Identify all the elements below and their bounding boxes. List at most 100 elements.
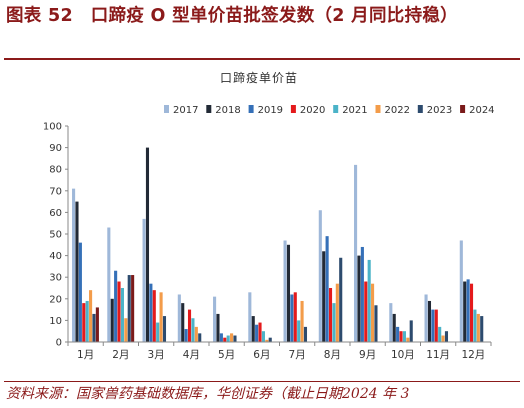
bar-2017-5月 <box>213 296 217 342</box>
y-tick-label: 100 <box>43 122 62 133</box>
bar-2017-9月 <box>354 164 358 342</box>
bar-2019-12月 <box>466 279 470 342</box>
x-tick-label: 2月 <box>112 349 129 361</box>
bar-2017-12月 <box>459 240 463 342</box>
bar-2022-2月 <box>124 318 128 342</box>
legend-swatch-2023 <box>417 105 423 113</box>
bar-2023-12月 <box>480 316 484 342</box>
bar-2021-9月 <box>367 259 371 342</box>
y-tick-label: 60 <box>49 208 62 219</box>
legend-label-2019: 2019 <box>258 105 283 116</box>
bar-2023-11月 <box>444 331 449 342</box>
bar-2023-7月 <box>303 326 308 342</box>
bar-2020-5月 <box>223 337 227 342</box>
bar-2020-10月 <box>399 331 403 342</box>
bar-2023-3月 <box>162 316 167 342</box>
bar-2023-10月 <box>409 320 413 342</box>
legend-label-2017: 2017 <box>173 105 198 116</box>
legend-label-2020: 2020 <box>300 105 325 116</box>
bar-2024-1月 <box>95 307 99 342</box>
legend-label-2022: 2022 <box>385 105 410 116</box>
y-tick-label: 70 <box>49 186 62 197</box>
bar-2023-2月 <box>127 275 131 342</box>
bar-2022-12月 <box>476 313 480 342</box>
x-tick-label: 7月 <box>289 349 306 361</box>
bar-2022-4月 <box>194 326 198 342</box>
bar-2018-6月 <box>251 316 255 342</box>
bar-2020-11月 <box>434 309 438 342</box>
bar-2017-6月 <box>248 292 252 342</box>
y-tick-label: 80 <box>49 165 62 176</box>
bar-2018-8月 <box>322 251 326 342</box>
legend-label-2021: 2021 <box>342 105 367 116</box>
bar-2020-12月 <box>469 283 474 342</box>
bar-2022-9月 <box>371 283 375 342</box>
bar-2021-2月 <box>120 288 124 342</box>
x-tick-label: 10月 <box>391 349 415 361</box>
bar-2018-2月 <box>110 298 114 342</box>
legend-label-2023: 2023 <box>427 105 452 116</box>
y-tick-label: 40 <box>49 251 62 262</box>
source-rule <box>4 381 520 382</box>
bar-2018-5月 <box>216 313 220 342</box>
bar-2018-12月 <box>463 281 467 342</box>
bar-2022-5月 <box>230 333 234 342</box>
bar-2018-3月 <box>145 147 150 342</box>
bar-2019-3月 <box>149 283 153 342</box>
bar-2019-5月 <box>219 333 223 342</box>
title-rule <box>4 58 520 60</box>
bar-2022-1月 <box>89 290 93 342</box>
bar-2019-6月 <box>255 324 259 342</box>
bar-2021-12月 <box>473 309 477 342</box>
bar-2021-11月 <box>438 326 442 342</box>
bar-2021-8月 <box>332 303 336 342</box>
bar-2020-9月 <box>364 281 368 342</box>
x-tick-label: 8月 <box>324 349 341 361</box>
legend-swatch-2024 <box>460 105 466 113</box>
bar-2020-4月 <box>187 309 192 342</box>
bar-2017-1月 <box>72 188 76 342</box>
bar-2017-7月 <box>283 240 287 342</box>
legend-label-2024: 2024 <box>469 105 494 116</box>
y-tick-label: 90 <box>49 143 62 154</box>
y-tick-label: 30 <box>49 273 62 284</box>
bar-2019-8月 <box>325 236 329 342</box>
bar-2023-4月 <box>198 333 202 342</box>
bar-2019-11月 <box>431 309 435 342</box>
bar-2023-8月 <box>339 257 343 342</box>
bar-2021-6月 <box>261 331 265 342</box>
bar-2018-11月 <box>427 300 432 342</box>
bar-2023-6月 <box>268 337 272 342</box>
bar-2017-10月 <box>389 303 393 342</box>
bar-2020-2月 <box>117 281 121 342</box>
bar-2019-2月 <box>114 270 118 342</box>
x-tick-label: 6月 <box>253 349 270 361</box>
legend-swatch-2018 <box>206 105 212 113</box>
bar-2022-10月 <box>406 337 410 342</box>
legend-swatch-2017 <box>164 105 169 113</box>
bar-2021-1月 <box>85 300 89 342</box>
bar-2017-3月 <box>142 218 146 342</box>
bar-2022-3月 <box>159 292 163 342</box>
y-axis: 0 10 20 30 40 50 60 70 80 90 100 <box>43 122 69 349</box>
legend-label-2018: 2018 <box>215 105 240 116</box>
bar-2024-2月 <box>131 275 135 342</box>
bar-2020-8月 <box>328 288 333 342</box>
bar-2022-7月 <box>300 300 304 342</box>
chart-title: 口蹄疫单价苗 <box>220 70 298 85</box>
bar-2017-8月 <box>318 210 322 342</box>
bar-2021-7月 <box>297 320 301 342</box>
figure-title: 图表 52 口蹄疫 O 型单价苗批签发数（2 月同比持稳） <box>6 6 458 26</box>
legend-swatch-2022 <box>375 105 381 113</box>
bar-2020-7月 <box>293 292 297 342</box>
bar-2021-10月 <box>402 331 406 342</box>
y-tick-label: 20 <box>49 294 62 305</box>
bar-2019-1月 <box>78 242 82 342</box>
bar-2021-3月 <box>156 322 160 342</box>
bar-2019-7月 <box>290 294 294 342</box>
bar-2017-2月 <box>107 227 111 342</box>
x-tick-label: 1月 <box>77 349 94 361</box>
y-tick-label: 0 <box>56 338 62 349</box>
bar-2023-1月 <box>92 313 96 342</box>
bar-2019-10月 <box>396 326 400 342</box>
